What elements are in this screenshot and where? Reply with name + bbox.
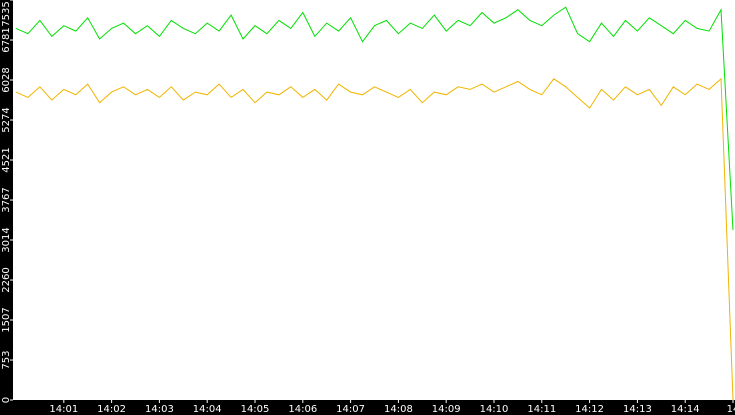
y-tick-label: 5274: [1, 107, 12, 132]
y-tick-label: 3767: [1, 187, 12, 212]
x-tick-label: 14:08: [384, 404, 413, 415]
y-tick-label: 7535: [1, 1, 12, 26]
x-tick-label: 14:14: [671, 404, 700, 415]
y-tick-label: 753: [1, 350, 12, 369]
x-axis-band: [0, 400, 735, 415]
y-tick-label: 6781: [1, 27, 12, 52]
x-tick-label: 14:04: [193, 404, 222, 415]
x-tick-label: 14:09: [432, 404, 461, 415]
y-axis-band: [0, 0, 13, 415]
y-tick-label: 6028: [1, 67, 12, 92]
x-tick-label: 14:05: [241, 404, 270, 415]
x-tick-label: 14:10: [480, 404, 509, 415]
x-tick-label: 14:06: [288, 404, 317, 415]
x-tick-label: 14:12: [575, 404, 604, 415]
y-tick-label: 1507: [1, 307, 12, 332]
x-tick-label: 14:07: [336, 404, 365, 415]
y-tick-label: 4521: [1, 147, 12, 172]
series-line: [15, 77, 734, 401]
x-tick-label: 14:03: [145, 404, 174, 415]
x-tick-label: 14: [727, 404, 735, 415]
x-tick-label: 14:01: [49, 404, 78, 415]
x-tick-label: 14:13: [623, 404, 652, 415]
y-tick-label: 2260: [1, 267, 12, 292]
x-tick-label: 14:11: [527, 404, 556, 415]
series-line: [15, 6, 734, 231]
x-tick-label: 14:02: [97, 404, 126, 415]
y-tick-label: 0: [1, 397, 12, 403]
y-tick-label: 3014: [1, 227, 12, 252]
